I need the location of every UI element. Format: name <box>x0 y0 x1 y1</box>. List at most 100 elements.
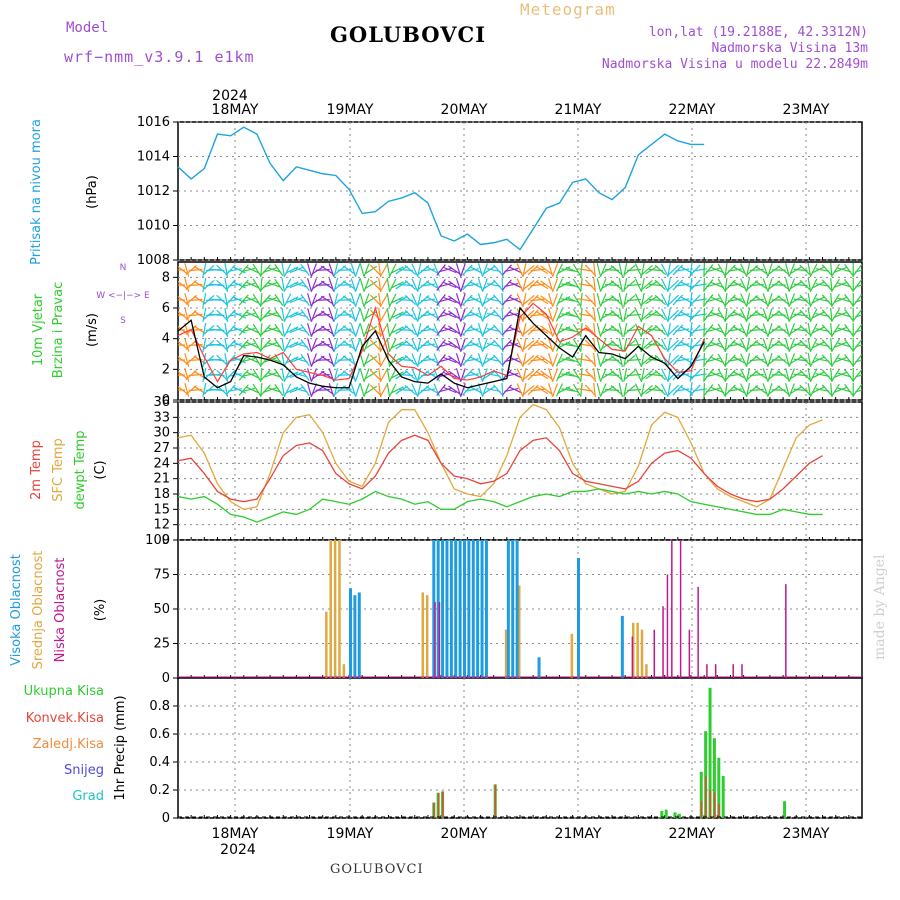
wind-arrow <box>350 293 357 307</box>
wind-arrow <box>754 370 768 380</box>
wind-arrow <box>378 292 382 308</box>
wind-arrow <box>855 269 862 273</box>
wind-arrow <box>837 282 852 288</box>
wind-arrow <box>328 353 335 367</box>
wind-arrow <box>552 278 559 292</box>
wind-arrow <box>404 339 417 351</box>
wind-arrow <box>596 338 602 352</box>
wind-arrow <box>216 339 228 351</box>
wind-arrow <box>260 279 271 291</box>
wind-arrow <box>216 294 228 306</box>
wind-arrow <box>285 386 299 394</box>
wind-arrow <box>464 283 479 287</box>
wind-arrow <box>523 325 535 335</box>
wind-arrow <box>252 293 262 307</box>
wind-arrow <box>425 295 439 305</box>
high-cloud-bar <box>441 540 445 678</box>
wind-arrow <box>830 277 833 293</box>
wind-arrow <box>245 266 260 274</box>
wind-arrow <box>281 353 286 367</box>
wind-arrow <box>481 323 488 337</box>
wind-arrow <box>654 339 666 351</box>
wind-arrow <box>481 263 488 277</box>
wind-arrow <box>483 310 496 320</box>
wind-arrow <box>281 323 286 337</box>
wind-arrow <box>593 367 596 383</box>
wind-arrow <box>342 280 356 290</box>
wind-arrow <box>844 309 854 321</box>
high-cloud-bar <box>463 540 466 678</box>
wind-arrow <box>307 338 313 352</box>
wind-arrow <box>178 370 189 380</box>
high-cloud-bar <box>357 592 361 678</box>
wind-arrow <box>618 383 624 397</box>
wind-arrow <box>690 294 701 306</box>
wind-arrow <box>307 293 313 307</box>
conv-precip-bar <box>494 784 497 818</box>
wind-arrow <box>267 267 282 273</box>
y-tick-label: 100 <box>145 533 170 548</box>
high-cloud-bar <box>445 540 449 678</box>
wind-arrow <box>225 279 236 291</box>
wind-arrow <box>320 310 334 320</box>
wind-arrow <box>740 293 748 307</box>
wind-arrow <box>436 324 446 336</box>
low-cloud-bar <box>679 540 682 678</box>
wind-arrow <box>509 386 523 394</box>
wind-arrow <box>788 323 796 337</box>
wind-arrow <box>754 265 768 275</box>
wind-arrow <box>833 266 847 274</box>
date-label-top: 21MAY <box>555 102 602 118</box>
y-tick-label: 9 <box>162 533 170 548</box>
wind-arrow <box>830 337 833 353</box>
wind-arrow <box>389 353 397 367</box>
wind-arrow <box>555 383 563 397</box>
wind-arrow <box>252 278 262 292</box>
wind-arrow <box>386 338 391 352</box>
wind-arrow <box>640 293 645 307</box>
wind-arrow <box>260 369 271 381</box>
wind-arrow <box>469 326 483 334</box>
wind-arrow <box>320 325 334 335</box>
wind-arrow <box>433 293 440 307</box>
total-precip-bar <box>664 809 668 818</box>
wind-arrow <box>593 277 596 293</box>
wind-arrow <box>509 341 523 349</box>
pressure-unit: (hPa) <box>85 175 100 209</box>
wind-arrow <box>727 388 742 392</box>
wind-arrow <box>481 308 488 322</box>
y-tick-label: 27 <box>153 441 170 456</box>
wind-arrow <box>855 314 862 318</box>
wind-label-2: Brzina i Pravac <box>51 282 66 379</box>
wind-arrow <box>552 383 559 397</box>
wind-arrow <box>378 262 382 278</box>
wind-arrow <box>469 341 483 349</box>
wind-arrow <box>232 296 246 304</box>
wind-arrow <box>464 328 479 332</box>
wind-arrow <box>202 278 207 292</box>
wind-gust-line <box>177 302 705 383</box>
wind-arrow <box>690 384 701 396</box>
wind-arrow <box>245 326 260 334</box>
wind-arrow <box>634 263 642 277</box>
wind-arrow <box>307 323 313 337</box>
high-cloud-bar <box>454 540 458 678</box>
wind-arrow <box>833 326 847 334</box>
wind-arrow <box>580 352 583 368</box>
wind-arrow <box>281 338 286 352</box>
wind-arrow <box>483 265 496 275</box>
wind-arrow <box>380 278 388 292</box>
date-label-top: 19MAY <box>327 102 374 118</box>
footer-title: GOLUBOVCI <box>330 862 424 877</box>
wind-arrow <box>535 340 549 350</box>
wind-arrow <box>837 267 852 273</box>
wind-arrow <box>390 296 404 304</box>
wind-arrow <box>540 280 553 290</box>
wind-arrow <box>238 294 249 306</box>
wind-arrow <box>436 369 446 381</box>
total-precip-bar <box>712 738 716 818</box>
wind-arrow <box>727 268 742 272</box>
wind-arrow <box>855 389 862 393</box>
wind-arrow <box>523 355 535 365</box>
wind-arrow <box>307 353 313 367</box>
